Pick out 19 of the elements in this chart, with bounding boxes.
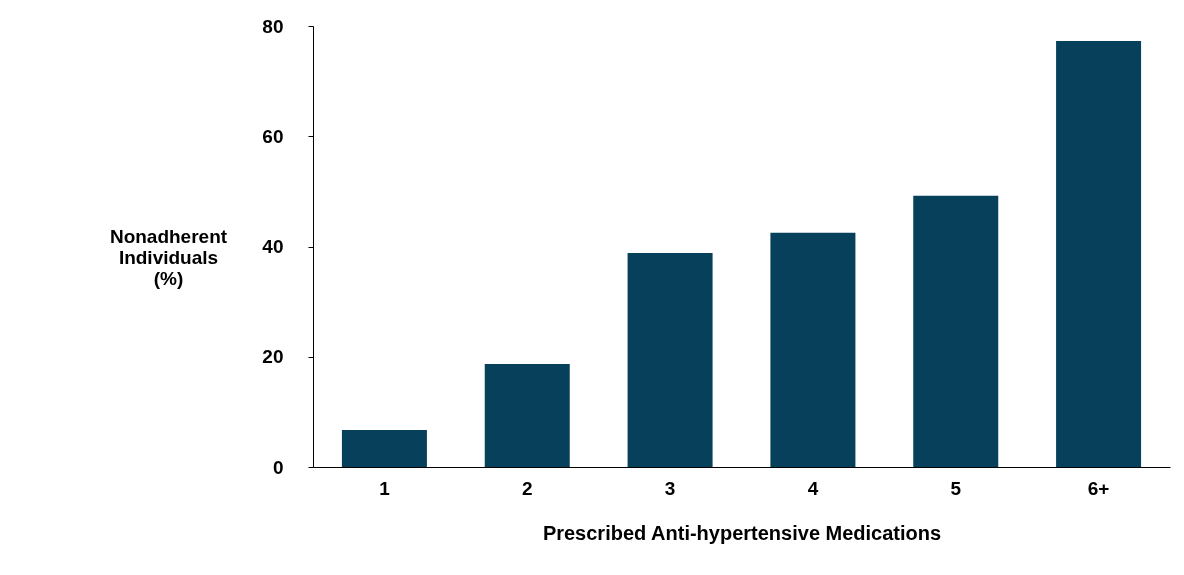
y-tick-label: 0 [272, 456, 284, 478]
y-tick-label: 60 [262, 125, 284, 147]
bar [484, 363, 570, 467]
y-tick-label: 80 [262, 15, 284, 37]
bar [341, 430, 427, 467]
x-tick-label: 3 [664, 477, 676, 499]
bar [627, 253, 713, 467]
bar [1056, 40, 1142, 467]
x-tick-label: 4 [807, 477, 819, 499]
x-tick-label: 6+ [1087, 477, 1110, 499]
bar [913, 195, 999, 467]
y-tick-label: 40 [262, 236, 284, 257]
y-axis-title: Nonadherent Individuals (%) [109, 225, 228, 289]
x-tick-label: 1 [379, 477, 391, 499]
x-tick-label: 2 [521, 477, 533, 499]
x-axis-title: Prescribed Anti-hypertensive Medications [542, 521, 942, 544]
y-tick-label: 20 [262, 346, 284, 368]
bar [770, 232, 856, 467]
x-tick-label: 5 [950, 477, 962, 499]
